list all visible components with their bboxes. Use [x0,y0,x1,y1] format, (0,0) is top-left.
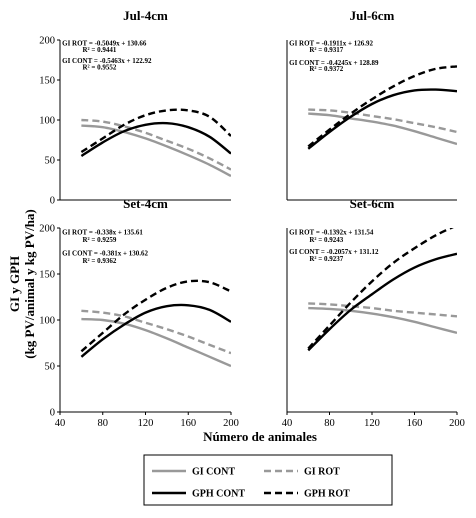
x-tick-label: 80 [324,418,335,429]
legend-label: GI ROT [304,467,340,478]
regression-annotation: R² = 0.9317 [309,46,343,54]
y-tick-label: 50 [45,362,56,373]
series-line-gi-cont [308,306,457,335]
y-tick-label: 0 [50,408,55,419]
regression-annotation: R² = 0.9441 [82,46,116,54]
series-line-gi-cont [81,317,231,368]
x-tick-label: 120 [364,418,380,429]
x-tick-label: 160 [407,418,423,429]
regression-annotation: GI CONT = -0.5463x + 122.92 [62,57,152,65]
legend-label: GPH ROT [304,489,350,500]
chart-panel-set-4cm: 0 50 100 150 200 40 80 120 160 200 Set-4cm GI ROT =… [39,196,239,429]
series-line-gph-cont [307,252,457,352]
series-line-gph-rot [80,279,231,353]
series-line-gi-rot [308,302,457,318]
regression-annotation: R² = 0.9372 [309,65,343,73]
regression-annotation: GI ROT = -0.5049x + 130.66 [62,40,147,48]
regression-annotation: R² = 0.9552 [82,64,116,72]
y-tick-label: 150 [39,76,55,87]
panel-title: Set-6cm [350,196,395,211]
series-line-gph-rot [307,228,454,350]
series-group [307,65,457,150]
regression-annotation: GI ROT = -0.1911x + 126.92 [289,40,373,48]
x-tick-label: 160 [180,418,196,429]
regression-annotation: GI CONT = -0.2057x + 131.12 [289,248,379,256]
series-line-gph-cont [80,121,231,158]
y-tick-label: 100 [39,116,55,127]
y-axis-label-line1: GI y GPH [7,256,22,312]
series-group [80,108,231,178]
regression-annotation: R² = 0.9237 [309,255,343,263]
y-tick-label: 50 [45,156,56,167]
regression-annotation: R² = 0.9243 [309,236,343,244]
y-tick-label: 200 [39,36,55,47]
series-line-gi-rot [81,309,231,355]
panel-title: Jul-6cm [350,8,395,23]
y-tick-label: 0 [50,196,55,207]
x-tick-label: 40 [282,418,293,429]
legend: GI CONT GI ROT GPH CONT GPH ROT [143,454,393,506]
series-group [80,279,231,368]
series-line-gph-rot [80,108,231,154]
regression-annotation: GI CONT = -0.4245x + 128.89 [289,59,379,67]
regression-annotation: GI ROT = -0.338x + 135.61 [62,228,143,236]
regression-annotation: GI ROT = -0.1392x + 131.54 [289,228,374,236]
series-line-gi-cont [81,124,231,178]
legend-label: GPH CONT [192,489,245,500]
chart-panel-set-6cm: 40 80 120 160 200 Set-6cm GI ROT = -0.1392x + … [282,196,465,429]
x-tick-label: 40 [55,418,66,429]
series-line-gi-rot [308,108,457,134]
x-tick-label: 120 [138,418,154,429]
y-tick-label: 150 [39,270,55,281]
regression-annotation: R² = 0.9362 [82,257,116,265]
legend-label: GI CONT [192,467,235,478]
x-tick-label: 200 [449,418,465,429]
x-tick-label: 200 [223,418,239,429]
chart-panel-jul-4cm: 0 50 100 150 200 Jul-4cm GI ROT = -0.5049x + 1… [39,8,231,207]
series-line-gph-cont [307,88,457,150]
y-axis-label-line2: (kg PV/animal y kg PV/ha) [22,209,37,359]
regression-annotation: R² = 0.9259 [82,236,116,244]
y-tick-label: 200 [39,224,55,235]
series-line-gph-cont [80,303,231,358]
series-line-gi-cont [308,112,457,146]
regression-annotation: GI CONT = -0.381x + 130.62 [62,250,148,258]
legend-box [143,454,393,506]
panel-title: Jul-4cm [123,8,168,23]
series-line-gph-rot [307,65,457,148]
y-tick-label: 100 [39,316,55,327]
panel-title: Set-4cm [123,196,168,211]
series-group [307,228,457,352]
series-line-gi-rot [81,118,231,171]
x-tick-label: 80 [98,418,109,429]
x-axis-label: Número de animales [203,429,317,444]
